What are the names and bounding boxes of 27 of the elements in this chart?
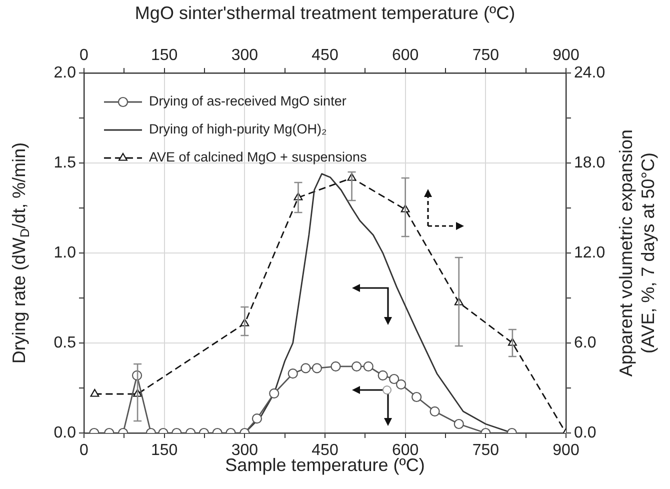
x-tick-label: 750 bbox=[472, 442, 500, 460]
legend-label: AVE of calcined MgO + suspensions bbox=[149, 150, 367, 165]
x2-tick-label: 150 bbox=[150, 46, 178, 64]
x2-tick-label: 900 bbox=[552, 46, 580, 64]
y-tick-label: 0.5 bbox=[54, 334, 76, 352]
y2-tick-label: 6.0 bbox=[574, 334, 596, 352]
x2-axis-title: MgO sinter'sthermal treatment temperature (ºC) bbox=[134, 2, 516, 23]
legend-label: Drying of as-received MgO sinter bbox=[149, 94, 347, 109]
x2-tick-label: 750 bbox=[472, 46, 500, 64]
y-tick-label: 0.0 bbox=[54, 424, 76, 442]
x2-tick-label: 300 bbox=[231, 46, 258, 64]
x2-tick-label: 450 bbox=[312, 46, 338, 64]
y2-tick-label: 0.0 bbox=[574, 424, 596, 442]
legend-label: Drying of high-purity Mg(OH)₂ bbox=[149, 122, 327, 137]
y-tick-label: 1.0 bbox=[54, 244, 76, 262]
y2-tick-label: 12.0 bbox=[574, 244, 606, 262]
y2-tick-label: 18.0 bbox=[574, 154, 606, 172]
y-tick-label: 2.0 bbox=[54, 64, 76, 82]
y2-axis-title: Apparent volumetric expansion (AVE, %, 7 days at 50°C) bbox=[616, 129, 658, 377]
y-axis-title: Drying rate (dWD/dt, %/min) bbox=[8, 142, 32, 364]
x-tick-label: 900 bbox=[552, 442, 580, 460]
x-tick-label: 150 bbox=[150, 442, 178, 460]
y2-tick-label: 24.0 bbox=[574, 64, 606, 82]
x2-tick-label: 0 bbox=[80, 46, 89, 64]
x2-tick-label: 600 bbox=[392, 46, 419, 64]
x-tick-label: 0 bbox=[80, 442, 89, 460]
y-tick-label: 1.5 bbox=[54, 154, 76, 172]
